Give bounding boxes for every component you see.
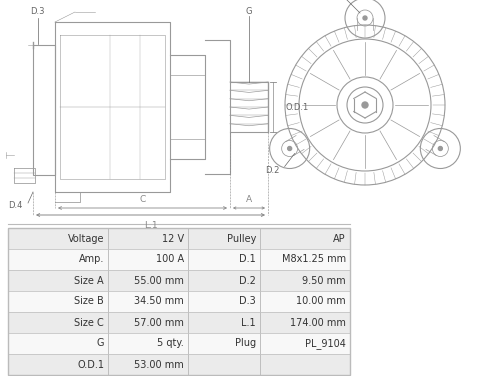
Bar (8, 249, 350, 270)
Bar (188, 333, 260, 354)
Bar (188, 228, 260, 249)
Text: 5 qty.: 5 qty. (157, 338, 184, 349)
Bar (188, 270, 260, 291)
Text: Size A: Size A (74, 276, 104, 285)
Bar (260, 333, 350, 354)
Bar (8, 291, 350, 312)
Bar (188, 354, 260, 375)
Text: C: C (139, 195, 145, 204)
Circle shape (438, 147, 443, 150)
Text: D.2: D.2 (265, 166, 280, 175)
Circle shape (362, 102, 368, 108)
Text: 9.50 mm: 9.50 mm (302, 276, 346, 285)
Bar (188, 249, 260, 270)
Bar (8, 228, 350, 375)
Bar (108, 249, 188, 270)
Bar (8, 333, 108, 354)
Text: 57.00 mm: 57.00 mm (134, 317, 184, 327)
Circle shape (288, 147, 292, 150)
Bar (108, 312, 188, 333)
Bar (108, 333, 188, 354)
Bar (108, 270, 188, 291)
Bar (108, 354, 188, 375)
Text: 34.50 mm: 34.50 mm (134, 297, 184, 306)
Text: L.1: L.1 (241, 317, 256, 327)
Bar (188, 291, 260, 312)
Bar (8, 249, 108, 270)
Text: 10.00 mm: 10.00 mm (296, 297, 346, 306)
Text: D.1: D.1 (239, 255, 256, 264)
Text: O.D.1: O.D.1 (77, 359, 104, 370)
Text: D.2: D.2 (239, 276, 256, 285)
Text: AP: AP (334, 233, 346, 244)
Text: 53.00 mm: 53.00 mm (134, 359, 184, 370)
Bar (8, 291, 108, 312)
Text: Size B: Size B (74, 297, 104, 306)
Circle shape (363, 16, 367, 20)
Text: G: G (246, 8, 252, 17)
Bar (260, 270, 350, 291)
Text: L.1: L.1 (144, 221, 157, 230)
Bar (108, 291, 188, 312)
Text: O.D.1: O.D.1 (286, 103, 309, 112)
Text: G: G (96, 338, 104, 349)
Text: M8x1.25 mm: M8x1.25 mm (282, 255, 346, 264)
Bar (260, 291, 350, 312)
Text: Voltage: Voltage (68, 233, 104, 244)
Text: Amp.: Amp. (79, 255, 104, 264)
Bar (8, 333, 350, 354)
Text: Size C: Size C (74, 317, 104, 327)
Bar (260, 228, 350, 249)
Text: Plug: Plug (235, 338, 256, 349)
Bar (188, 312, 260, 333)
Bar (8, 228, 350, 249)
Bar (8, 228, 108, 249)
Bar (8, 312, 108, 333)
Text: 174.00 mm: 174.00 mm (290, 317, 346, 327)
Text: 100 A: 100 A (156, 255, 184, 264)
Text: D.4: D.4 (8, 200, 23, 209)
Bar (8, 354, 350, 375)
Bar (260, 249, 350, 270)
Bar (108, 228, 188, 249)
Text: 55.00 mm: 55.00 mm (134, 276, 184, 285)
Bar (8, 270, 350, 291)
Text: D.3: D.3 (30, 8, 45, 17)
Text: 12 V: 12 V (162, 233, 184, 244)
Text: PL_9104: PL_9104 (305, 338, 346, 349)
Bar (8, 270, 108, 291)
Bar (260, 354, 350, 375)
Bar (260, 312, 350, 333)
Bar (8, 354, 108, 375)
Text: Pulley: Pulley (227, 233, 256, 244)
Text: D.3: D.3 (239, 297, 256, 306)
Bar (8, 312, 350, 333)
Text: A: A (246, 195, 252, 204)
